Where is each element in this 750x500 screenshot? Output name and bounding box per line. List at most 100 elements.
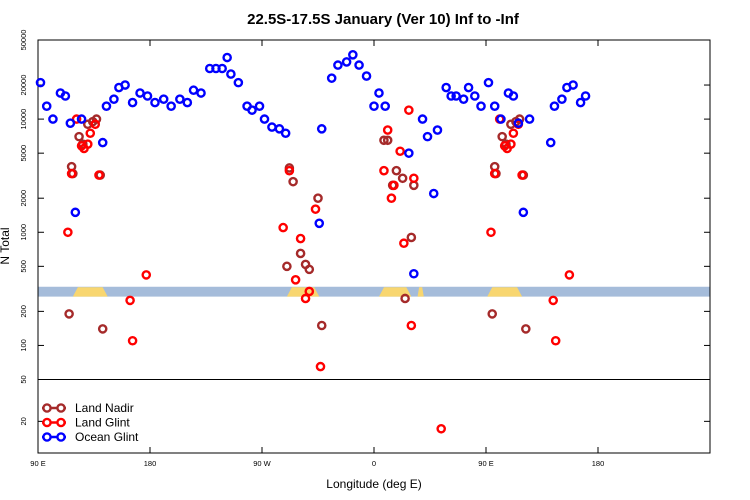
land-glint-point bbox=[489, 168, 500, 179]
ocean-glint-point bbox=[60, 91, 71, 101]
data-points bbox=[35, 49, 591, 434]
ocean-glint-point bbox=[150, 97, 160, 108]
land-glint-point bbox=[300, 293, 311, 304]
land-nadir-point bbox=[313, 193, 323, 204]
ocean-glint-point bbox=[441, 82, 451, 93]
ocean-glint-point bbox=[226, 69, 236, 79]
land-nadir-point bbox=[74, 131, 84, 142]
land-nadir-point bbox=[400, 293, 410, 304]
ocean-glint-point bbox=[314, 218, 325, 229]
land-nadir-point bbox=[397, 173, 408, 184]
land-segment bbox=[487, 287, 523, 297]
y-tick-label: 500 bbox=[19, 260, 28, 273]
land-segment bbox=[417, 287, 424, 297]
land-nadir-point bbox=[64, 309, 74, 319]
ocean-glint-point bbox=[274, 124, 285, 134]
y-tick-label: 2000 bbox=[19, 190, 28, 207]
ocean-glint-point bbox=[354, 60, 364, 70]
ocean-glint-point bbox=[76, 114, 87, 124]
y-tick-label: 50000 bbox=[19, 30, 28, 51]
ocean-glint-point bbox=[568, 80, 578, 90]
land-nadir-point bbox=[497, 131, 507, 142]
land-glint-point bbox=[315, 361, 326, 372]
ocean-glint-point bbox=[374, 88, 384, 98]
land-glint-point bbox=[382, 125, 393, 135]
land-glint-point bbox=[304, 286, 315, 297]
ocean-glint-point bbox=[446, 91, 456, 101]
land-glint-point bbox=[141, 270, 152, 280]
ocean-glint-point bbox=[259, 114, 270, 124]
ocean-glint-point bbox=[580, 91, 591, 101]
ocean-glint-point bbox=[101, 101, 112, 112]
land-glint-point bbox=[508, 128, 519, 139]
y-tick-label: 20 bbox=[19, 417, 28, 425]
ocean-glint-point bbox=[333, 60, 343, 70]
ocean-glint-point bbox=[557, 94, 567, 104]
ocean-glint-point bbox=[97, 137, 108, 148]
ocean-glint-point bbox=[524, 114, 535, 124]
land-glint-point bbox=[379, 165, 389, 176]
land-glint-point bbox=[290, 275, 301, 285]
ocean-glint-point bbox=[458, 94, 469, 104]
land-glint-point bbox=[404, 105, 414, 115]
ocean-glint-point bbox=[545, 137, 556, 148]
x-tick-label: 180 bbox=[592, 459, 605, 468]
y-tick-label: 50 bbox=[19, 375, 28, 383]
y-tick-label: 20000 bbox=[19, 75, 28, 96]
ocean-glint-point bbox=[428, 188, 439, 199]
ocean-glint-point bbox=[158, 94, 169, 104]
ocean-glint-point bbox=[175, 94, 185, 104]
ocean-glint-point bbox=[135, 88, 145, 98]
ocean-glint-point bbox=[476, 101, 486, 112]
ocean-glint-point bbox=[196, 88, 206, 98]
ocean-glint-point bbox=[65, 118, 76, 128]
land-glint-point bbox=[278, 222, 288, 233]
ocean-glint-point bbox=[41, 101, 52, 112]
ocean-glint-point bbox=[182, 97, 193, 108]
land-nadir-point bbox=[288, 176, 298, 187]
ocean-glint-point bbox=[575, 97, 586, 108]
land-nadir-point bbox=[316, 320, 327, 331]
ocean-glint-point bbox=[549, 101, 560, 112]
land-glint-point bbox=[486, 227, 496, 238]
land-nadir-point bbox=[406, 232, 417, 243]
x-axis-label: Longitude (deg E) bbox=[326, 477, 421, 491]
land-glint-point bbox=[127, 335, 138, 346]
ocean-glint-point bbox=[280, 128, 291, 139]
land-nadir-point bbox=[391, 165, 402, 176]
ocean-glint-point bbox=[326, 73, 337, 83]
land-nadir-point bbox=[487, 309, 498, 319]
ocean-glint-point bbox=[508, 91, 519, 101]
x-tick-label: 90 E bbox=[478, 459, 493, 468]
ocean-glint-point bbox=[361, 71, 372, 81]
ocean-glint-point bbox=[417, 114, 428, 124]
land-glint-point bbox=[386, 193, 397, 204]
ocean-glint-point bbox=[35, 77, 46, 88]
land-glint-point bbox=[94, 170, 104, 180]
land-glint-point bbox=[517, 170, 527, 180]
x-tick-label: 0 bbox=[372, 459, 376, 468]
land-nadir-point bbox=[282, 261, 292, 272]
land-glint-point bbox=[406, 320, 417, 331]
land-glint-point bbox=[409, 173, 419, 184]
land-segment bbox=[72, 287, 108, 297]
y-tick-label: 100 bbox=[19, 339, 28, 352]
land-glint-point bbox=[82, 139, 93, 150]
ocean-glint-point bbox=[222, 52, 232, 63]
land-glint-point bbox=[399, 238, 409, 249]
ocean-glint-point bbox=[469, 91, 480, 101]
ocean-glint-point bbox=[348, 49, 358, 60]
legend-marker-land-glint bbox=[56, 417, 66, 428]
land-glint-point bbox=[90, 119, 101, 130]
legend-marker-ocean-glint bbox=[56, 432, 66, 442]
land-glint-point bbox=[63, 227, 73, 238]
ocean-glint-point bbox=[142, 91, 153, 101]
land-nadir-point bbox=[379, 135, 389, 146]
ocean-glint-point bbox=[70, 207, 81, 218]
ocean-glint-point bbox=[166, 101, 176, 112]
land-glint-point bbox=[548, 295, 559, 306]
land-glint-point bbox=[389, 180, 399, 191]
